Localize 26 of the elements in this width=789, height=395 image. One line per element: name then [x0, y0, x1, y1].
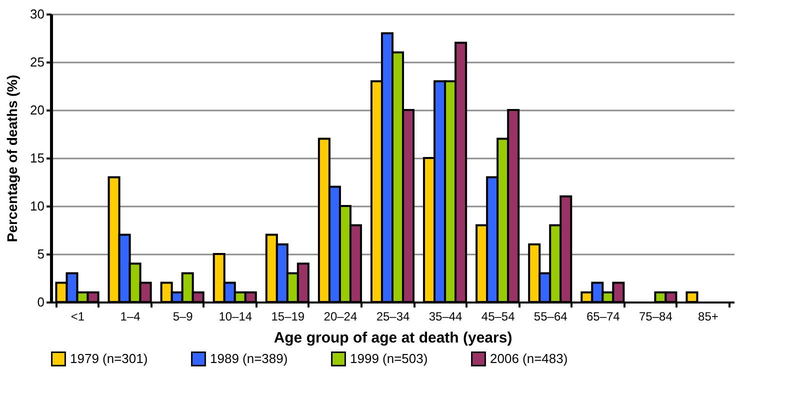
y-tick-label: 30 [30, 6, 44, 22]
x-axis-title: Age group of age at death (years) [274, 330, 512, 346]
x-tick-label: 35–44 [428, 310, 463, 324]
x-tick-label: 75–84 [639, 310, 673, 324]
legend-label: 1999 (n=503) [350, 350, 428, 366]
x-tick-label: 20–24 [324, 310, 358, 324]
x-tick-label: 65–74 [586, 310, 620, 324]
x-tick-label: 5–9 [172, 310, 194, 324]
legend-label: 2006 (n=483) [490, 350, 568, 366]
y-tick-label: 10 [30, 198, 44, 214]
legend-label: 1979 (n=301) [70, 350, 148, 366]
y-tick-label: 0 [37, 294, 44, 310]
y-axis-title: Percentage of deaths (%) [4, 74, 20, 242]
x-tick-label: 15–19 [271, 310, 305, 324]
x-tick-label: 10–14 [218, 310, 252, 324]
x-tick-label: 55–64 [534, 310, 568, 324]
x-tick-label: 85+ [698, 310, 718, 324]
x-tick-label: 45–54 [481, 310, 516, 324]
x-tick-label: 1–4 [120, 310, 141, 324]
y-tick-label: 15 [30, 150, 44, 166]
x-tick-label: 25–34 [376, 310, 410, 324]
x-tick-label: <1 [70, 310, 85, 324]
y-tick-label: 25 [30, 54, 44, 70]
y-tick-label: 20 [30, 102, 44, 118]
legend-label: 1989 (n=389) [210, 350, 288, 366]
y-tick-label: 5 [37, 246, 44, 262]
